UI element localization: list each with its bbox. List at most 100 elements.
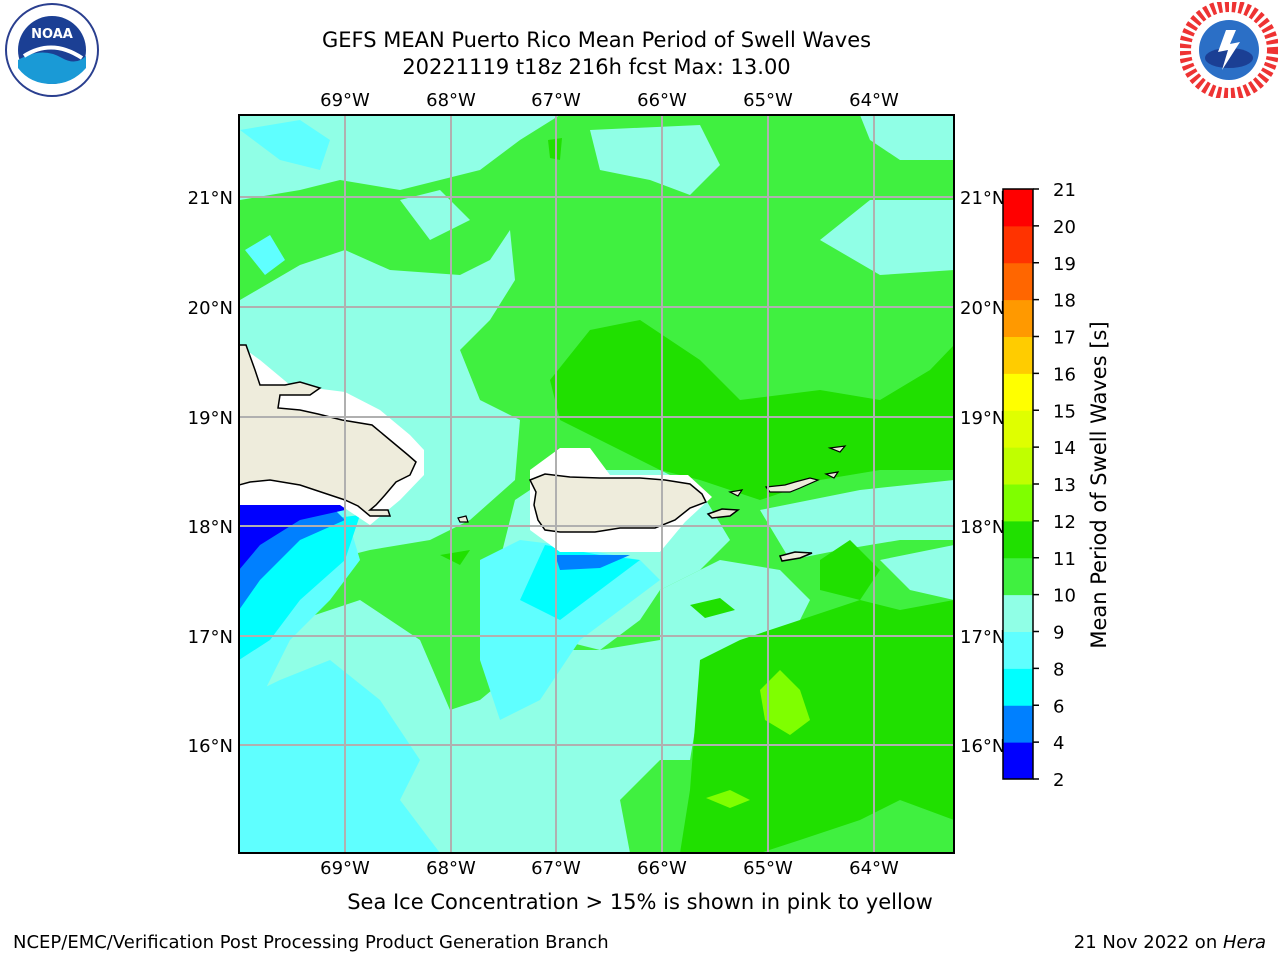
colorbar-tick-label: 2 — [1053, 770, 1064, 791]
colorbar-tick-label: 9 — [1053, 623, 1064, 644]
colorbar-bin — [1003, 225, 1033, 264]
contour-12-13 — [760, 670, 810, 735]
vieques-island — [706, 508, 741, 519]
contour-4-6 — [239, 505, 345, 610]
contour-11-12 — [820, 540, 880, 600]
map-frame — [238, 114, 955, 854]
lon-label-top: 69°W — [320, 90, 370, 111]
colorbar-bin — [1003, 557, 1033, 596]
swell-period-field — [239, 115, 954, 853]
virgin-islands — [824, 471, 840, 479]
contour-9-10 — [590, 125, 720, 195]
noaa-logo: NOAA — [5, 3, 99, 97]
footer-date-text: 21 Nov 2022 on — [1073, 932, 1223, 953]
colorbar-tick-label: 11 — [1053, 549, 1076, 570]
lon-label-bottom: 68°W — [426, 858, 476, 879]
colorbar-bin — [1003, 373, 1033, 411]
contour-11-12 — [680, 600, 954, 853]
lon-label-top: 65°W — [743, 90, 793, 111]
colorbar-label: Mean Period of Swell Waves [s] — [1087, 321, 1111, 648]
lon-label-bottom: 65°W — [743, 858, 793, 879]
contour-9-10 — [400, 190, 470, 240]
colorbar-bin — [1003, 262, 1033, 301]
contour-11-12 — [440, 550, 470, 565]
lat-label-right: 20°N — [960, 298, 1005, 319]
lon-label-top: 67°W — [531, 90, 581, 111]
contour-9-10 — [760, 480, 954, 560]
colorbar-bin — [1003, 189, 1033, 227]
svg-text:NOAA: NOAA — [31, 27, 73, 42]
footer-date: 21 Nov 2022 on Hera — [1074, 932, 1266, 953]
colorbar-tick-label: 8 — [1053, 659, 1064, 680]
colorbar-tick-label: 10 — [1053, 586, 1076, 607]
colorbar-tick-label: 6 — [1053, 696, 1064, 717]
lon-label-top: 66°W — [637, 90, 687, 111]
lat-label-left: 19°N — [188, 408, 233, 429]
colorbar-bin — [1003, 594, 1033, 632]
footer-machine: Hera — [1222, 932, 1266, 953]
lat-label-left: 20°N — [188, 298, 233, 319]
sea-ice-note: Sea Ice Concentration > 15% is shown in … — [347, 890, 933, 914]
contour-9-10 — [820, 200, 954, 275]
colorbar-tick-label: 4 — [1053, 733, 1064, 754]
colorbar-bin — [1003, 447, 1033, 485]
colorbar-tick-label: 18 — [1053, 291, 1076, 312]
colorbar-bin — [1003, 299, 1033, 337]
lat-label-right: 21°N — [960, 188, 1005, 209]
lon-label-top: 64°W — [849, 90, 899, 111]
contour-8-9 — [239, 660, 440, 853]
colorbar-tick-label: 19 — [1053, 254, 1076, 275]
lat-label-right: 19°N — [960, 408, 1005, 429]
virgin-islands — [827, 445, 847, 453]
lon-label-bottom: 67°W — [531, 858, 581, 879]
virgin-islands — [764, 477, 820, 493]
colorbar-tick-label: 16 — [1053, 364, 1076, 385]
st-croix-island — [778, 551, 813, 562]
lat-label-left: 18°N — [188, 517, 233, 538]
lon-label-bottom: 69°W — [320, 858, 370, 879]
lat-label-left: 17°N — [188, 627, 233, 648]
lon-label-bottom: 66°W — [637, 858, 687, 879]
colorbar-bin — [1003, 484, 1033, 522]
colorbar-bin — [1003, 520, 1033, 559]
contour-8-9 — [245, 235, 285, 275]
contour-9-10 — [880, 545, 954, 600]
lat-label-right: 18°N — [960, 517, 1005, 538]
lat-label-left: 21°N — [188, 188, 233, 209]
colorbar-bin — [1003, 410, 1033, 448]
colorbar-tick-label: 14 — [1053, 438, 1076, 459]
lat-label-right: 16°N — [960, 736, 1005, 757]
mona-island — [457, 515, 469, 523]
contour-8-9 — [240, 120, 330, 170]
virgin-islands — [728, 489, 744, 497]
colorbar-bin — [1003, 631, 1033, 669]
contour-11-12 — [690, 598, 735, 618]
footer-credit: NCEP/EMC/Verification Post Processing Pr… — [13, 932, 609, 953]
contour-6-8 — [239, 515, 360, 660]
contour-2-4 — [239, 500, 345, 570]
lat-label-right: 17°N — [960, 627, 1005, 648]
map-subtitle: 20221119 t18z 216h fcst Max: 13.00 — [402, 55, 791, 79]
lon-label-top: 68°W — [426, 90, 476, 111]
colorbar-tick-label: 20 — [1053, 217, 1076, 238]
graticule — [239, 115, 954, 853]
colorbar-tick-label: 13 — [1053, 475, 1076, 496]
colorbar: 2 4 6 8 9 10 11 12 13 14 15 16 17 18 19 20 21 — [1002, 180, 1076, 791]
colorbar-tick-label: 17 — [1053, 328, 1076, 349]
contour-12-13 — [706, 790, 750, 808]
colorbar-bin — [1003, 336, 1033, 374]
colorbar-bin — [1003, 742, 1033, 780]
colorbar-tick-label: 15 — [1053, 401, 1076, 422]
map-title: GEFS MEAN Puerto Rico Mean Period of Swe… — [321, 28, 872, 52]
contour-8-9 — [480, 540, 660, 720]
contour-4-6 — [555, 555, 630, 570]
nws-logo — [1180, 2, 1278, 98]
lon-label-bottom: 64°W — [849, 858, 899, 879]
colorbar-bin — [1003, 705, 1033, 743]
contour-9-10 — [860, 115, 954, 160]
lat-label-left: 16°N — [188, 736, 233, 757]
contour-6-8 — [520, 545, 640, 620]
contour-11-12 — [550, 320, 954, 500]
colorbar-tick-label: 21 — [1053, 180, 1076, 201]
